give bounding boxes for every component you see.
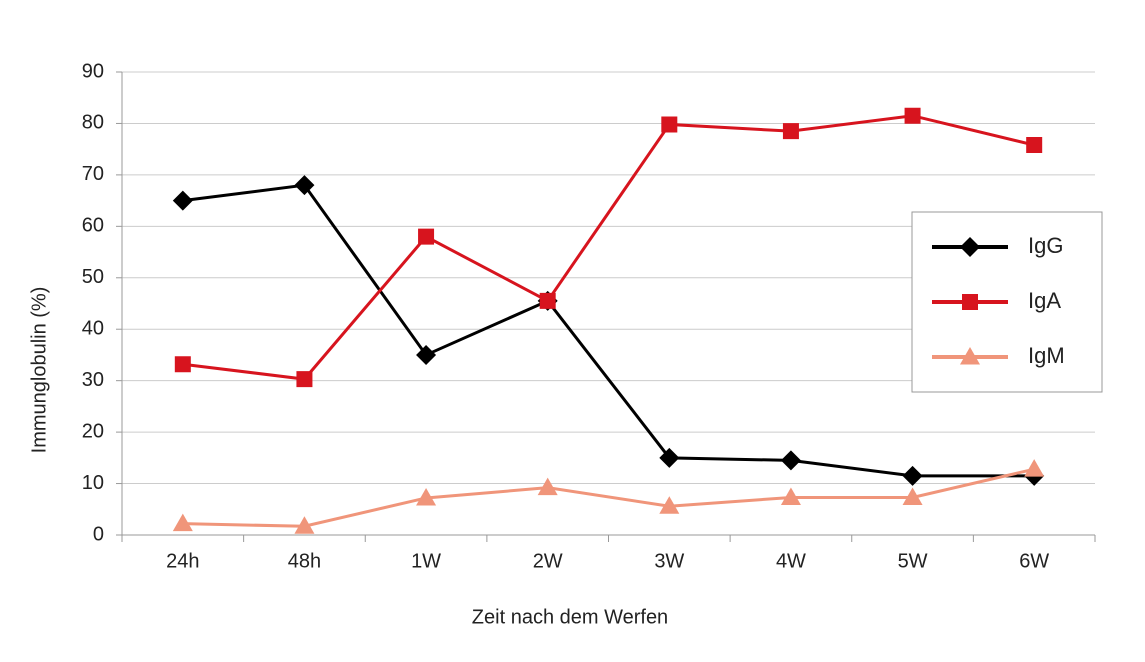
data-point [661, 116, 678, 133]
x-tick-label: 1W [411, 550, 441, 572]
x-tick-label: 6W [1019, 550, 1049, 572]
y-tick-label: 10 [82, 472, 104, 494]
data-point [416, 344, 437, 365]
data-point [902, 465, 923, 486]
data-point [416, 487, 437, 506]
x-tick-label: 24h [166, 550, 199, 572]
y-tick-label: 90 [82, 60, 104, 82]
data-point [172, 513, 193, 532]
legend-label: IgM [1028, 343, 1065, 368]
data-point [659, 496, 680, 514]
data-point [174, 356, 191, 373]
data-point [782, 123, 799, 140]
data-point [659, 447, 680, 468]
data-point [904, 107, 921, 124]
x-tick-label: 48h [288, 550, 321, 572]
x-axis-label: Zeit nach dem Werfen [472, 606, 668, 628]
series-line [182, 114, 1035, 381]
x-tick-label: 3W [654, 550, 684, 572]
y-tick-label: 30 [82, 369, 104, 391]
y-tick-label: 0 [93, 523, 104, 545]
data-point [294, 516, 315, 534]
legend-label: IgG [1028, 233, 1063, 258]
data-point [418, 228, 435, 245]
x-tick-label: 5W [898, 550, 928, 572]
data-point [780, 487, 801, 505]
data-point [780, 450, 801, 471]
data-point [537, 477, 558, 496]
y-tick-label: 50 [82, 266, 104, 288]
legend-marker [962, 294, 978, 310]
legend-label: IgA [1028, 288, 1061, 313]
data-point [172, 190, 193, 211]
data-point [1026, 137, 1043, 154]
y-tick-label: 40 [82, 318, 104, 340]
x-tick-label: 2W [533, 550, 563, 572]
data-point [539, 292, 556, 309]
series-line [182, 467, 1035, 528]
data-point [1024, 459, 1045, 477]
legend-marker [960, 347, 980, 365]
y-tick-label: 20 [82, 420, 104, 442]
data-point [902, 487, 923, 505]
y-tick-label: 80 [82, 112, 104, 134]
x-tick-label: 4W [776, 550, 806, 572]
y-axis-label: Immunglobulin (%) [28, 287, 50, 454]
series-line [182, 183, 1035, 478]
y-tick-label: 70 [82, 163, 104, 185]
data-point [296, 371, 313, 388]
legend-marker [960, 237, 980, 257]
y-tick-label: 60 [82, 215, 104, 237]
data-point [294, 175, 315, 196]
